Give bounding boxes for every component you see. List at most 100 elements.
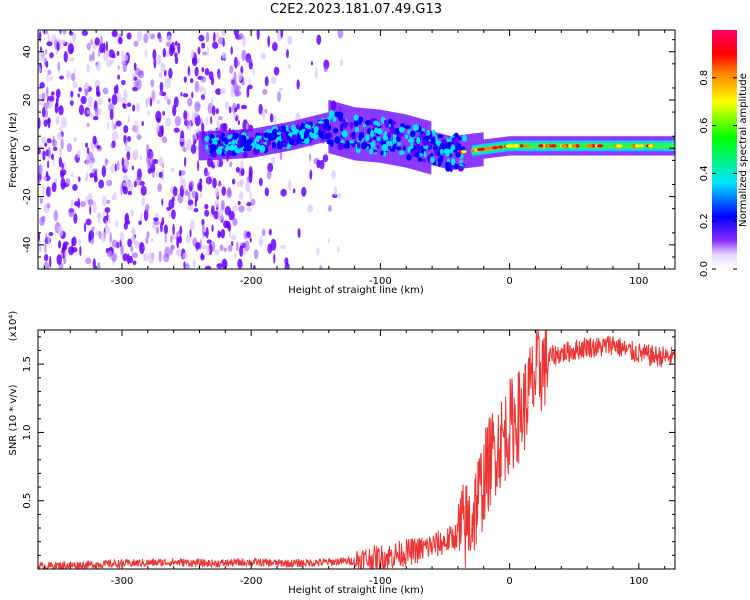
noise-blob (62, 30, 67, 35)
noise-blob (267, 162, 274, 173)
noise-blob (163, 224, 169, 235)
noise-blob (229, 65, 234, 74)
noise-blob (261, 108, 266, 120)
noise-blob (58, 105, 64, 116)
ridge-speckle (430, 156, 435, 164)
noise-blob (120, 183, 123, 196)
noise-blob (103, 231, 106, 243)
noise-blob (145, 143, 150, 155)
noise-blob (237, 32, 244, 40)
noise-blob (62, 244, 68, 251)
noise-blob (182, 252, 188, 260)
noise-blob (98, 212, 101, 225)
ridge-speckle (300, 133, 305, 140)
noise-blob (269, 113, 274, 123)
band-core (626, 142, 630, 149)
ridge-speckle (242, 147, 249, 152)
noise-blob (66, 71, 72, 79)
noise-blob (218, 116, 223, 121)
ridge-speckle (439, 155, 444, 159)
noise-blob (140, 211, 143, 223)
noise-blob (122, 181, 129, 187)
noise-blob (198, 34, 205, 42)
noise-blob (201, 42, 206, 49)
noise-blob (144, 49, 148, 59)
noise-blob (322, 154, 329, 163)
noise-blob (91, 50, 95, 62)
ridge-speckle (205, 144, 209, 151)
noise-blob (124, 158, 130, 170)
noise-blob (150, 238, 154, 243)
noise-blob (150, 151, 154, 159)
noise-blob (157, 156, 164, 167)
noise-blob (115, 83, 119, 94)
x-tick-label: -100 (369, 576, 392, 587)
noise-blob (162, 48, 167, 58)
ridge-speckle (443, 148, 451, 155)
noise-blob (87, 96, 94, 104)
ridge-speckle (210, 144, 217, 152)
ridge-speckle (226, 149, 233, 157)
noise-blob (163, 95, 169, 101)
noise-blob (174, 52, 178, 58)
noise-blob (69, 31, 74, 36)
ridge-speckle (231, 139, 236, 145)
ridge-speckle (337, 142, 345, 150)
ridge-speckle (341, 130, 348, 138)
noise-blob (57, 225, 64, 237)
noise-blob (273, 66, 280, 76)
noise-blob (153, 217, 159, 222)
noise-blob (47, 69, 52, 76)
noise-blob (122, 102, 125, 108)
band-core (667, 142, 670, 149)
noise-blob (256, 30, 260, 40)
noise-blob (111, 30, 118, 38)
noise-blob (68, 245, 75, 256)
noise-blob (132, 260, 137, 266)
ridge-speckle (381, 144, 388, 152)
noise-blob (163, 253, 170, 263)
noise-blob (135, 176, 142, 186)
noise-blob (48, 95, 55, 102)
noise-blob (221, 30, 227, 37)
ridge-speckle (243, 140, 248, 149)
noise-blob (192, 259, 196, 268)
noise-blob (235, 241, 239, 252)
noise-blob (217, 209, 224, 222)
noise-blob (153, 58, 157, 69)
band-segment (355, 107, 358, 161)
band-core (531, 142, 535, 149)
noise-blob (204, 209, 210, 217)
snr-y-label: SNR (10 * v/v) (8, 384, 19, 455)
noise-blob (73, 213, 78, 224)
band-core (628, 142, 631, 149)
ridge-speckle (334, 136, 341, 144)
ridge-speckle (272, 128, 278, 137)
noise-blob (105, 41, 108, 52)
noise-blob (286, 49, 289, 59)
noise-blob (131, 165, 135, 171)
ridge-speckle (397, 142, 401, 146)
ridge-speckle (445, 161, 452, 170)
noise-blob (272, 42, 278, 52)
colorbar-tick-label: 0.6 (699, 118, 710, 134)
noise-blob (46, 203, 51, 209)
noise-blob (85, 154, 90, 167)
noise-blob (173, 127, 180, 133)
snr-x-label: Height of straight line (km) (288, 585, 424, 596)
noise-blob (175, 249, 182, 257)
ridge-speckle (446, 141, 454, 145)
noise-blob (240, 65, 244, 75)
band-segment (392, 112, 395, 166)
hot-spot (539, 144, 544, 148)
band-segment (260, 127, 263, 157)
noise-blob (202, 232, 205, 240)
noise-blob (149, 96, 153, 107)
noise-blob (39, 81, 45, 89)
colorbar-label: Normalized spectral amplitude (738, 73, 749, 227)
ridge-speckle (358, 132, 365, 139)
noise-blob (184, 156, 187, 167)
noise-blob (310, 61, 314, 66)
noise-blob (84, 222, 87, 233)
